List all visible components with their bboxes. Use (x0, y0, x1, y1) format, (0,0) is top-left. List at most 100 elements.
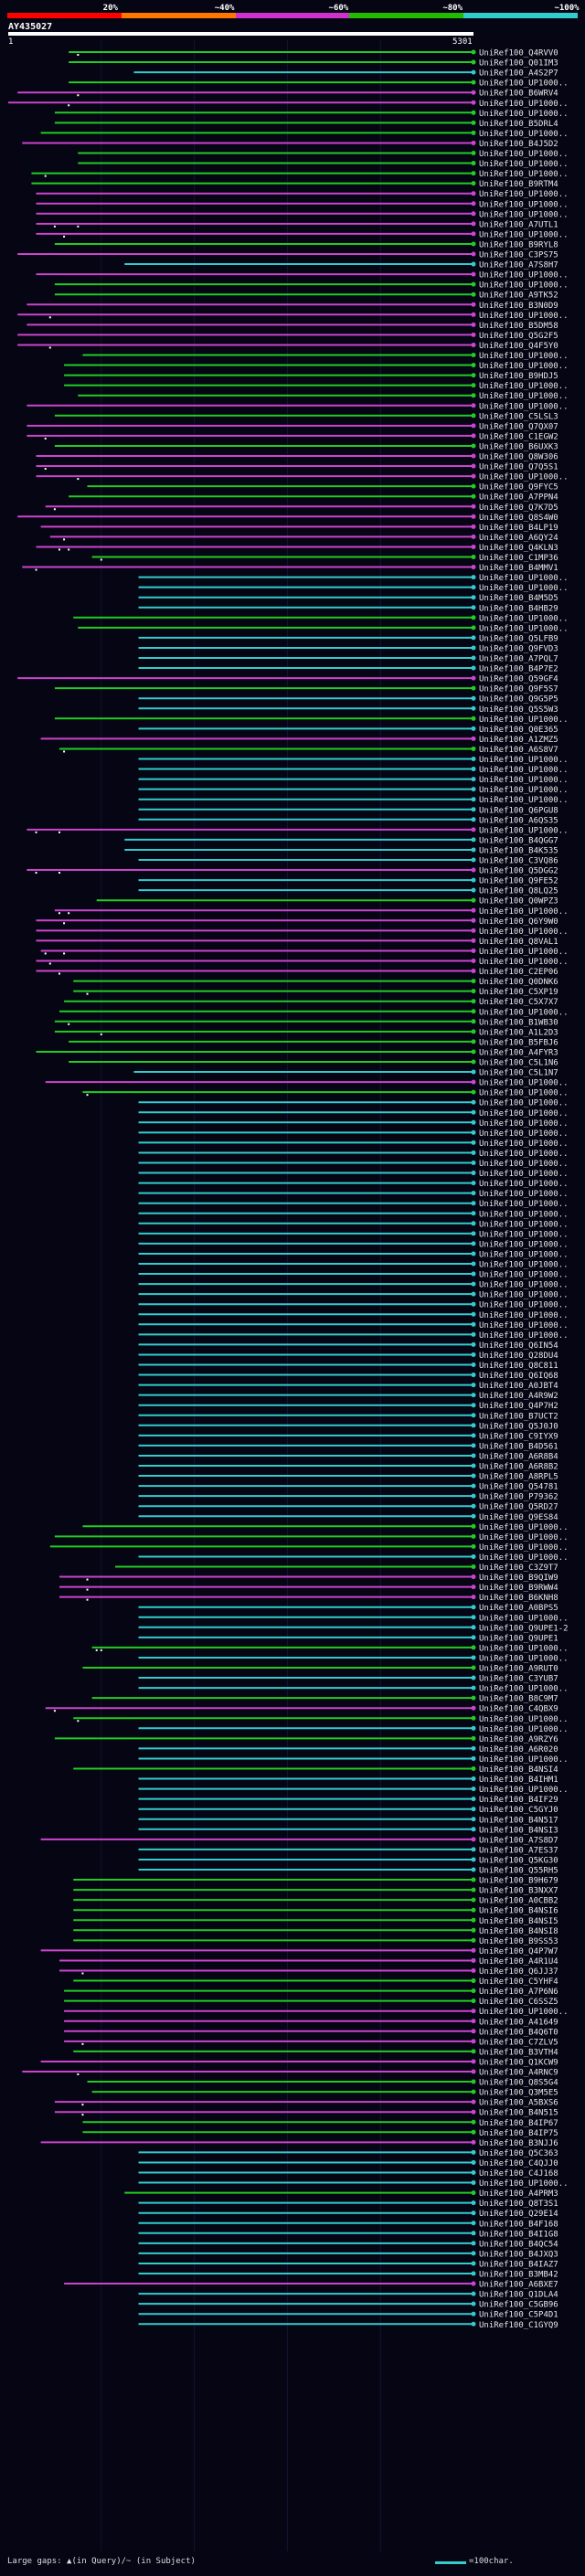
hit-label[interactable]: UniRef100_B4JXQ3 (479, 2250, 558, 2259)
hit-label[interactable]: UniRef100_UP1000.. (479, 1170, 569, 1179)
hit-row[interactable]: UniRef100_A7P6N6 (64, 1988, 558, 1997)
hit-label[interactable]: UniRef100_C5LSL3 (479, 412, 558, 421)
hit-label[interactable]: UniRef100_A4S2P7 (479, 69, 558, 79)
hit-label[interactable]: UniRef100_B4NSI4 (479, 1765, 558, 1775)
hit-label[interactable]: UniRef100_A6QY24 (479, 534, 558, 543)
hit-label[interactable]: UniRef100_Q55RH5 (479, 1867, 558, 1876)
hit-row[interactable]: UniRef100_UP1000.. (138, 1553, 569, 1563)
hit-row[interactable]: UniRef100_UP1000.. (54, 110, 569, 119)
hit-label[interactable]: UniRef100_B4IP67 (479, 2119, 558, 2128)
hit-row[interactable]: UniRef100_UP1000.. (138, 1755, 569, 1765)
hit-row[interactable]: UniRef100_C4QBX9 (45, 1705, 558, 1714)
hit-row[interactable]: UniRef100_B4IP75 (82, 2129, 558, 2138)
hit-row[interactable]: UniRef100_Q5G2F5 (17, 332, 558, 341)
hit-label[interactable]: UniRef100_C9IYX9 (479, 1432, 558, 1441)
hit-label[interactable]: UniRef100_Q5KG30 (479, 1856, 558, 1865)
hit-row[interactable]: UniRef100_Q4P7H2 (138, 1402, 558, 1411)
hit-label[interactable]: UniRef100_C3YUB7 (479, 1675, 558, 1684)
hit-row[interactable]: UniRef100_B5DRL4 (54, 120, 558, 129)
hit-row[interactable]: UniRef100_UP1000.. (82, 1089, 569, 1098)
hit-row[interactable]: UniRef100_UP1000.. (36, 200, 569, 209)
hit-row[interactable]: UniRef100_Q0DNK6 (73, 978, 558, 987)
hit-label[interactable]: UniRef100_Q1KCW9 (479, 2058, 558, 2067)
hit-row[interactable]: UniRef100_A0CBB2 (73, 1897, 558, 1906)
hit-label[interactable]: UniRef100_Q6PGU8 (479, 806, 558, 815)
hit-label[interactable]: UniRef100_Q5C363 (479, 2149, 558, 2158)
hit-label[interactable]: UniRef100_B4N515 (479, 2109, 558, 2118)
hit-row[interactable]: UniRef100_Q8LQ25 (138, 887, 558, 896)
hit-row[interactable]: UniRef100_UP1000.. (78, 624, 569, 633)
hit-label[interactable]: UniRef100_UP1000.. (479, 796, 569, 805)
hit-label[interactable]: UniRef100_UP1000.. (479, 100, 569, 109)
hit-label[interactable]: UniRef100_B9RYL8 (479, 240, 558, 249)
hit-label[interactable]: UniRef100_A4RNC9 (479, 2069, 558, 2078)
hit-row[interactable]: UniRef100_C5L1N6 (69, 1059, 558, 1068)
hit-row[interactable]: UniRef100_A7S8D7 (40, 1836, 558, 1845)
hit-row[interactable]: UniRef100_B4IAZ7 (138, 2260, 558, 2269)
hit-row[interactable]: UniRef100_A1ZMZ5 (40, 736, 558, 745)
hit-row[interactable]: UniRef100_A41649 (64, 2018, 558, 2027)
hit-label[interactable]: UniRef100_B4N517 (479, 1816, 558, 1825)
hit-label[interactable]: UniRef100_A4PRM3 (479, 2189, 558, 2199)
hit-row[interactable]: UniRef100_C5XP19 (73, 988, 558, 997)
hit-row[interactable]: UniRef100_A7PQL7 (138, 655, 558, 664)
hit-row[interactable]: UniRef100_UP1000.. (138, 584, 569, 593)
hit-row[interactable]: UniRef100_UP1000.. (138, 1281, 569, 1290)
hit-row[interactable]: UniRef100_B6KNH8 (58, 1594, 558, 1603)
hit-label[interactable]: UniRef100_UP1000.. (479, 584, 569, 593)
hit-label[interactable]: UniRef100_A9RUT0 (479, 1665, 558, 1674)
hit-label[interactable]: UniRef100_B9SS53 (479, 1937, 558, 1946)
hit-row[interactable]: UniRef100_Q8VAL1 (36, 938, 558, 947)
hit-label[interactable]: UniRef100_UP1000.. (479, 1190, 569, 1199)
hit-label[interactable]: UniRef100_C5GYJ0 (479, 1806, 558, 1815)
hit-label[interactable]: UniRef100_C5GB96 (479, 2301, 558, 2310)
hit-row[interactable]: UniRef100_A0JBT4 (138, 1382, 558, 1391)
hit-row[interactable]: UniRef100_Q6JJ37 (58, 1967, 558, 1977)
hit-row[interactable]: UniRef100_Q8W306 (36, 453, 558, 462)
hit-row[interactable]: UniRef100_UP1000.. (138, 1321, 569, 1330)
hit-label[interactable]: UniRef100_Q4RVV0 (479, 49, 558, 58)
hit-row[interactable]: UniRef100_UP1000.. (138, 1301, 569, 1310)
hit-label[interactable]: UniRef100_UP1000.. (479, 1230, 569, 1239)
hit-label[interactable]: UniRef100_B9QIW9 (479, 1574, 558, 1583)
hit-row[interactable]: UniRef100_A9TK52 (54, 292, 558, 301)
hit-label[interactable]: UniRef100_UP1000.. (479, 1220, 569, 1229)
hit-label[interactable]: UniRef100_Q59GF4 (479, 675, 558, 684)
hit-label[interactable]: UniRef100_UP1000.. (479, 382, 569, 391)
hit-label[interactable]: UniRef100_UP1000.. (479, 1543, 569, 1553)
hit-row[interactable]: UniRef100_Q8S5G4 (87, 2079, 558, 2088)
hit-label[interactable]: UniRef100_A0JBT4 (479, 1382, 558, 1391)
hit-label[interactable]: UniRef100_UP1000.. (479, 130, 569, 139)
hit-label[interactable]: UniRef100_A7S8D7 (479, 1836, 558, 1845)
hit-label[interactable]: UniRef100_A6R020 (479, 1745, 558, 1754)
hit-row[interactable]: UniRef100_A7S8H7 (124, 261, 558, 270)
hit-label[interactable]: UniRef100_Q9UPE1 (479, 1634, 558, 1643)
hit-label[interactable]: UniRef100_B3NJJ6 (479, 2139, 558, 2148)
hit-row[interactable]: UniRef100_A4RNC9 (22, 2069, 558, 2078)
hit-label[interactable]: UniRef100_UP1000.. (479, 1180, 569, 1189)
hit-label[interactable]: UniRef100_UP1000.. (479, 402, 569, 411)
hit-row[interactable]: UniRef100_UP1000.. (49, 1543, 569, 1553)
hit-row[interactable]: UniRef100_B4K535 (124, 846, 558, 855)
hit-row[interactable]: UniRef100_B4M5D5 (138, 594, 558, 603)
hit-row[interactable]: UniRef100_C5YHF4 (73, 1977, 558, 1987)
hit-label[interactable]: UniRef100_UP1000.. (479, 1129, 569, 1139)
hit-label[interactable]: UniRef100_UP1000.. (479, 948, 569, 957)
hit-row[interactable]: UniRef100_C5L1N7 (133, 1069, 558, 1078)
hit-row[interactable]: UniRef100_UP1000.. (138, 2179, 569, 2189)
hit-label[interactable]: UniRef100_Q8LQ25 (479, 887, 558, 896)
hit-label[interactable]: UniRef100_UP1000.. (479, 1301, 569, 1310)
hit-row[interactable]: UniRef100_C6SSZ5 (64, 1998, 558, 2007)
hit-row[interactable]: UniRef100_UP1000.. (64, 2008, 569, 2017)
hit-row[interactable]: UniRef100_UP1000.. (138, 1654, 569, 1663)
hit-label[interactable]: UniRef100_Q7K7D5 (479, 504, 558, 513)
hit-label[interactable]: UniRef100_C1GYQ9 (479, 2321, 558, 2330)
hit-row[interactable]: UniRef100_B4NSI4 (73, 1765, 558, 1775)
hit-label[interactable]: UniRef100_UP1000.. (479, 2179, 569, 2189)
hit-label[interactable]: UniRef100_Q5RD27 (479, 1503, 558, 1512)
hit-label[interactable]: UniRef100_B1WB30 (479, 1018, 558, 1027)
hit-row[interactable]: UniRef100_UP1000.. (138, 1271, 569, 1280)
hit-row[interactable]: UniRef100_P79362 (138, 1493, 558, 1502)
hit-label[interactable]: UniRef100_UP1000.. (479, 574, 569, 583)
hit-label[interactable]: UniRef100_B3VTH4 (479, 2048, 558, 2057)
